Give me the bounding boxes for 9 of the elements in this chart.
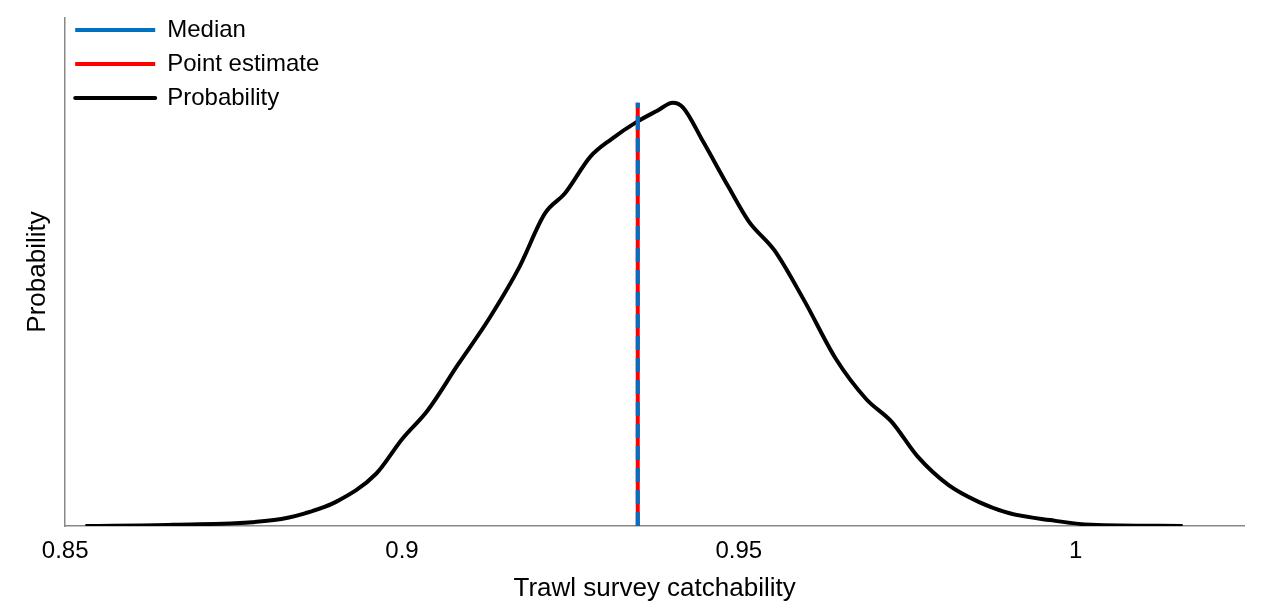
y-axis-title: Probability [20,211,51,333]
legend-label: Median [167,14,246,42]
legend-label: Point estimate [167,48,320,76]
x-tick-label: 1 [1068,536,1083,564]
legend-label: Probability [167,82,280,110]
x-axis-title: Trawl survey catchability [513,571,796,602]
x-tick-label: 0.85 [41,536,89,564]
x-tick-label: 0.9 [385,536,419,564]
x-tick-label: 0.95 [715,536,763,564]
